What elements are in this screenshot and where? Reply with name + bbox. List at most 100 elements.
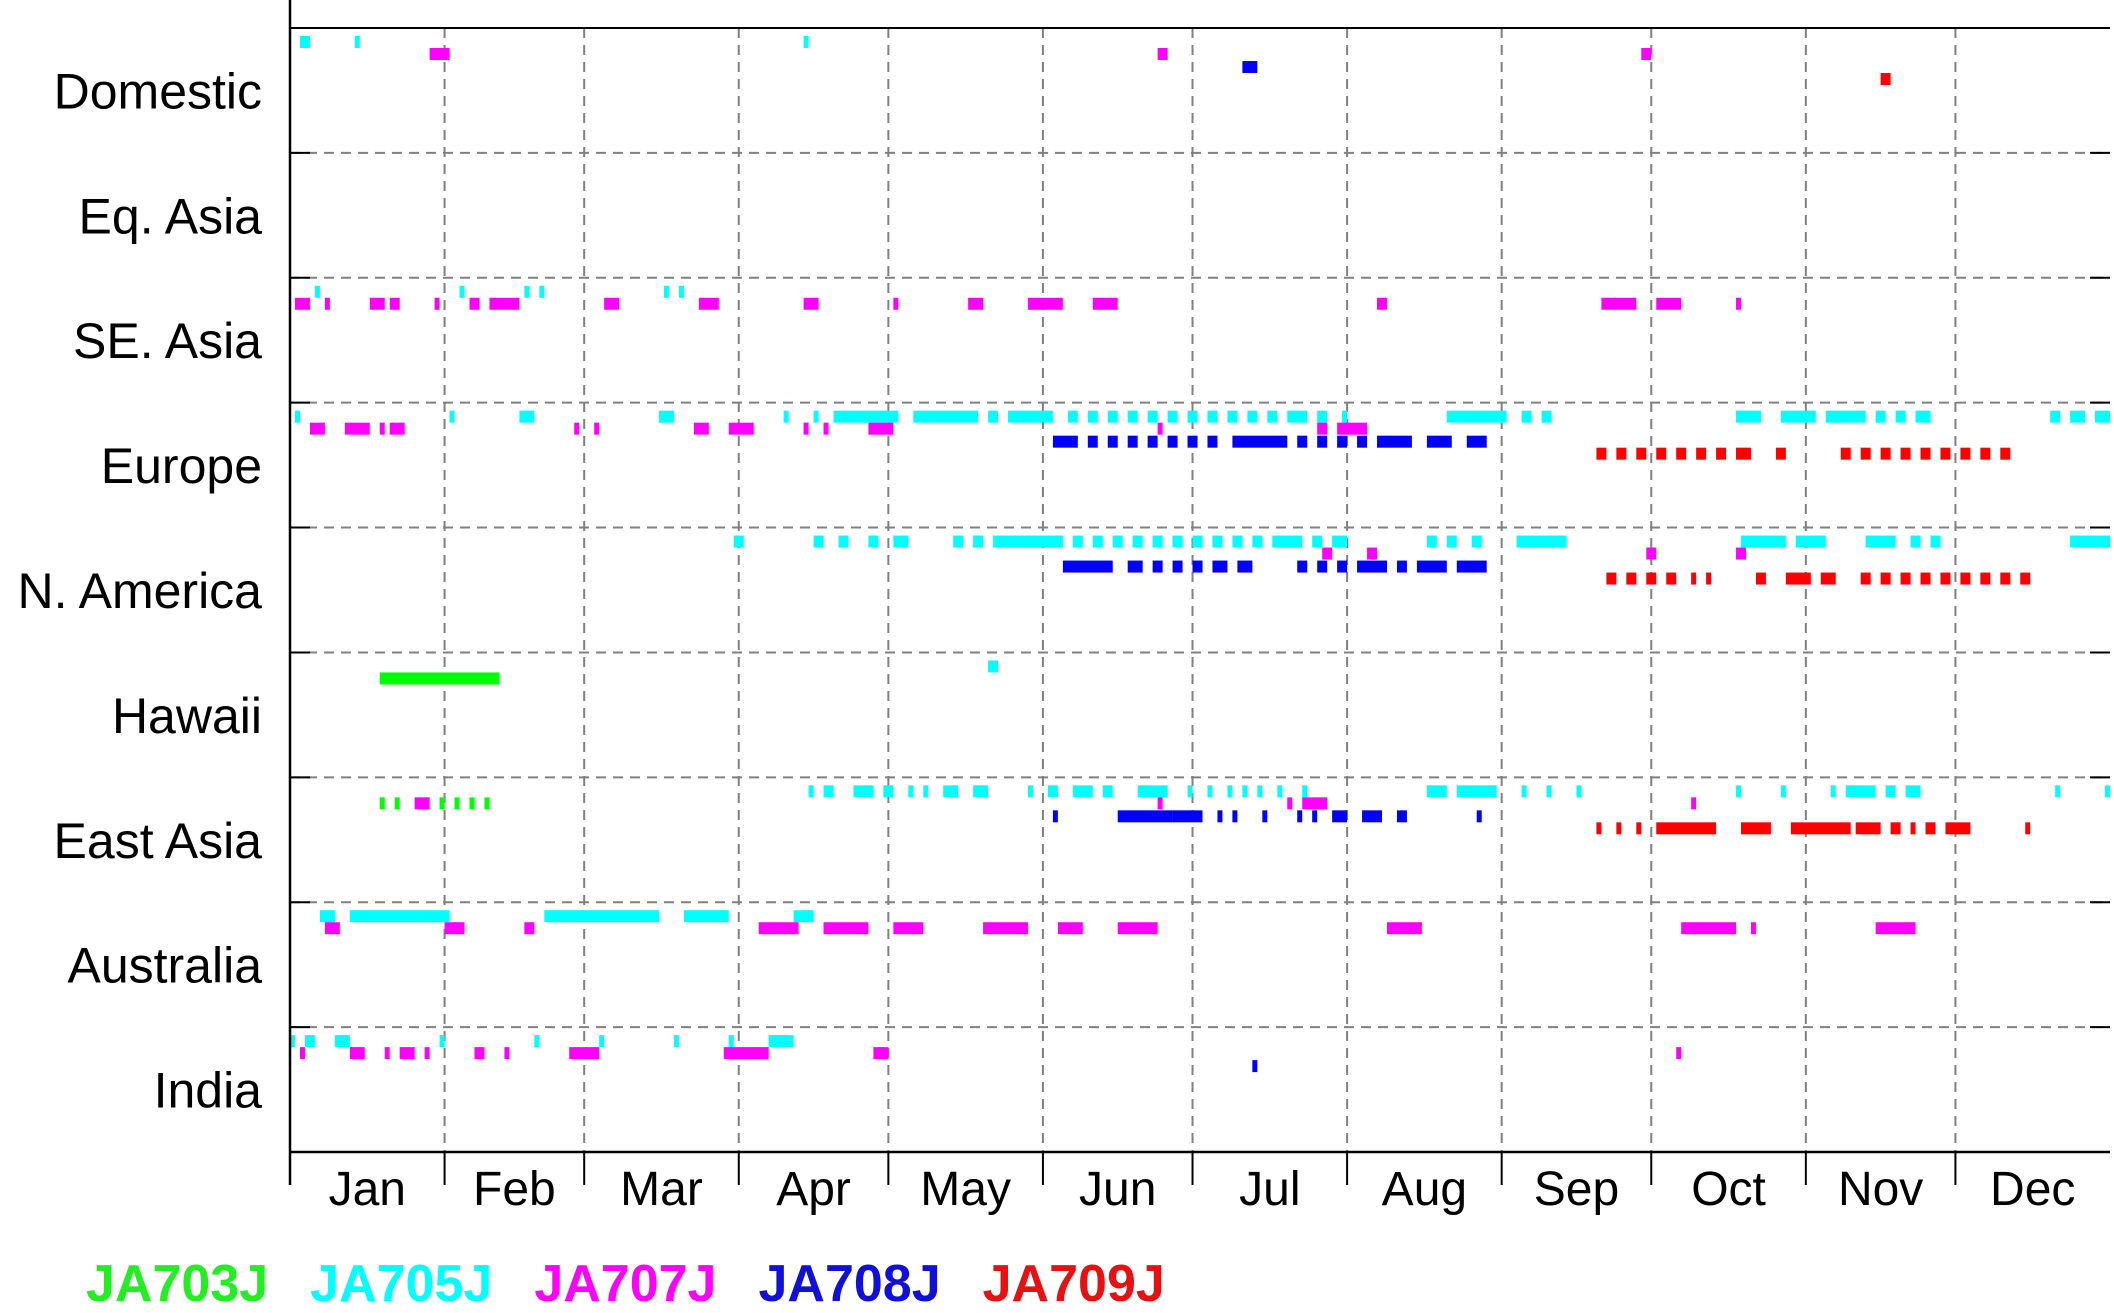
legend-item: JA709J — [982, 1255, 1165, 1313]
data-bar — [1312, 810, 1318, 823]
data-bar — [469, 297, 480, 310]
region-label: N. America — [17, 563, 262, 619]
data-bar — [599, 1035, 605, 1048]
data-bar — [574, 422, 580, 435]
data-bar — [524, 922, 535, 935]
data-bar — [324, 297, 330, 310]
data-bar — [1825, 410, 1866, 423]
data-bar — [1092, 297, 1118, 310]
data-bar — [1646, 547, 1657, 560]
data-bar — [569, 1047, 600, 1060]
data-bar — [1920, 447, 1931, 460]
data-bar — [1860, 447, 1871, 460]
data-bar — [1207, 785, 1213, 798]
data-bar — [1910, 535, 1921, 548]
data-bar — [1880, 572, 1891, 585]
data-bar — [290, 1035, 295, 1048]
data-bar — [1666, 572, 1677, 585]
data-bar — [1167, 435, 1178, 448]
data-bar — [414, 797, 430, 810]
data-bar — [1127, 560, 1143, 573]
data-bar — [813, 410, 819, 423]
data-bar — [1227, 785, 1233, 798]
data-bar — [823, 785, 834, 798]
data-bar — [334, 1035, 350, 1048]
month-label: Nov — [1838, 1163, 1923, 1216]
month-label: May — [920, 1163, 1011, 1216]
data-bar — [1775, 447, 1786, 460]
data-bar — [893, 922, 924, 935]
data-bar — [439, 797, 445, 810]
data-bars — [290, 36, 2110, 1073]
month-label: Sep — [1534, 1163, 1619, 1216]
data-bar — [294, 410, 300, 423]
data-bar — [658, 410, 674, 423]
data-bar — [389, 422, 405, 435]
data-bar — [1127, 435, 1138, 448]
month-label: Mar — [620, 1163, 703, 1216]
data-bar — [519, 410, 535, 423]
data-bar — [1521, 410, 1532, 423]
data-bar — [1736, 410, 1761, 423]
data-bar — [1925, 822, 1936, 835]
data-bar — [1102, 785, 1113, 798]
data-bar — [1172, 810, 1203, 823]
data-bar — [444, 922, 465, 935]
data-bar — [663, 285, 669, 298]
data-bar — [1845, 785, 1876, 798]
data-bar — [1736, 547, 1746, 560]
data-bar — [1676, 447, 1687, 460]
timeline-chart: Domestic Eq. Asia SE. Asia Europe N. America… — [17, 0, 2110, 1216]
data-bar — [1795, 535, 1826, 548]
data-bar — [459, 285, 465, 298]
data-bar — [1257, 785, 1263, 798]
data-bar — [1192, 560, 1203, 573]
data-bar — [1287, 410, 1308, 423]
data-bar — [1302, 785, 1308, 798]
data-bar — [1755, 572, 1766, 585]
data-bar — [1072, 785, 1093, 798]
data-bar — [698, 297, 719, 310]
data-bar — [973, 785, 989, 798]
data-bar — [1521, 785, 1527, 798]
data-bar — [1426, 535, 1437, 548]
data-bar — [534, 1035, 540, 1048]
data-bar — [1107, 435, 1118, 448]
data-bar — [1157, 48, 1168, 60]
data-bar — [728, 1035, 734, 1048]
data-bar — [968, 297, 984, 310]
data-bar — [1840, 447, 1851, 460]
data-bar — [1317, 410, 1328, 423]
data-bar — [1317, 560, 1328, 573]
data-bar — [873, 1047, 889, 1060]
data-bar — [1960, 572, 1971, 585]
data-bar — [1232, 435, 1288, 448]
data-bar — [299, 36, 310, 48]
data-bar — [1980, 572, 1991, 585]
data-bar — [2000, 447, 2011, 460]
data-bar — [678, 285, 684, 298]
data-bar — [1750, 922, 1756, 935]
data-bar — [1252, 535, 1263, 548]
month-label: Jan — [329, 1163, 406, 1216]
month-label: Dec — [1990, 1163, 2075, 1216]
data-bar — [988, 410, 999, 423]
data-bar — [1317, 435, 1328, 448]
data-bar — [1052, 810, 1058, 823]
data-bar — [893, 535, 909, 548]
legend-item: JA708J — [758, 1255, 941, 1313]
data-bar — [973, 535, 984, 548]
data-bar — [1890, 822, 1901, 835]
data-bar — [1277, 785, 1283, 798]
data-bar — [429, 48, 450, 60]
data-bar — [768, 1035, 794, 1048]
data-bar — [1167, 410, 1178, 423]
data-bar — [1147, 410, 1158, 423]
data-bar — [2020, 572, 2031, 585]
data-bar — [354, 36, 360, 48]
data-bar — [1706, 572, 1712, 585]
data-bar — [394, 797, 400, 810]
data-bar — [1322, 547, 1333, 560]
data-bar — [1127, 410, 1138, 423]
data-bar — [1930, 535, 1941, 548]
